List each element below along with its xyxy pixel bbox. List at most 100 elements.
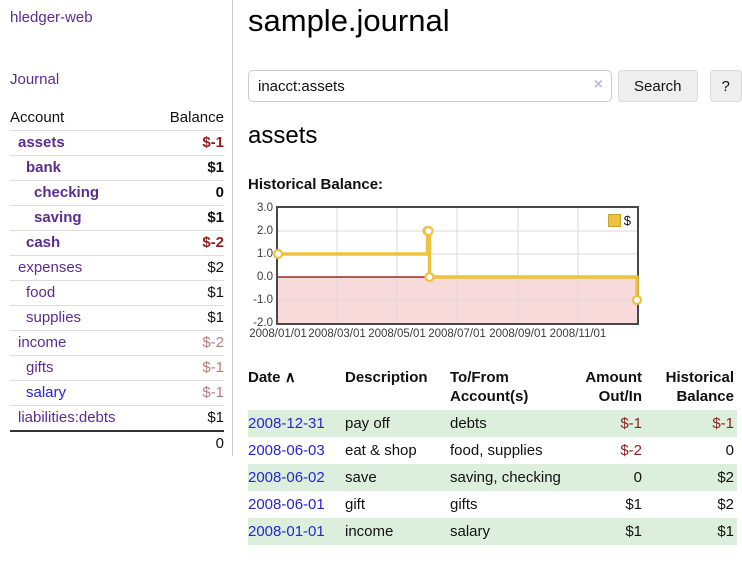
account-balance: $1 — [207, 309, 224, 326]
y-axis-tick-label: 1.0 — [257, 248, 273, 261]
transaction-balance: $1 — [717, 523, 734, 541]
sidebar-account-row: income $-2 — [10, 330, 224, 355]
register-row: 2008-01-01 income salary $1 $1 — [248, 518, 737, 546]
account-link[interactable]: supplies — [26, 309, 82, 326]
account-link[interactable]: gifts — [26, 359, 54, 376]
account-balance: 0 — [215, 184, 224, 201]
app-title-link[interactable]: hledger-web — [10, 9, 93, 26]
sidebar-account-row: liabilities:debts $1 — [10, 405, 224, 430]
account-balance: $-1 — [202, 134, 224, 151]
transaction-accounts: debts — [450, 415, 487, 433]
header-description: Description — [345, 369, 428, 387]
journal-link[interactable]: Journal — [10, 71, 60, 88]
transaction-balance: $-1 — [712, 415, 734, 433]
x-axis-tick-label: 2008/05/01 — [368, 328, 426, 341]
register-row: 2008-12-31 pay off debts $-1 $-1 — [248, 410, 737, 438]
account-link[interactable]: assets — [18, 134, 65, 151]
sidebar: hledger-web Journal Account Balance asse… — [0, 0, 233, 456]
account-balance: $-1 — [202, 384, 224, 401]
transaction-accounts: salary — [450, 523, 491, 541]
y-axis-tick-label: 0.0 — [257, 271, 273, 284]
header-balance: Historical Balance — [665, 369, 734, 406]
account-balance: $2 — [207, 259, 224, 276]
search-button[interactable]: Search — [618, 70, 698, 103]
account-column-header: Account — [10, 109, 65, 126]
accounts-total-row: 0 — [10, 430, 224, 456]
date-link[interactable]: 2008-06-03 — [248, 442, 325, 460]
page: hledger-web Journal Account Balance asse… — [0, 0, 742, 546]
account-heading: assets — [248, 122, 318, 150]
transaction-balance: $2 — [717, 469, 734, 487]
date-link[interactable]: 2008-06-02 — [248, 469, 325, 487]
main-content: sample.journal × Search ? assets Histori… — [233, 0, 742, 546]
sidebar-account-row: saving $1 — [10, 205, 224, 230]
sidebar-account-row: checking 0 — [10, 180, 224, 205]
sidebar-account-row: assets $-1 — [10, 130, 224, 155]
transaction-amount: $-1 — [620, 415, 642, 433]
x-axis-tick-label: 2008/07/01 — [428, 328, 486, 341]
historical-balance-chart: $ 3.0 2.0 1.0 0.0 -1.0 -2.0 2008/01/01 2008/03/… — [248, 202, 718, 344]
transaction-accounts: food, supplies — [450, 442, 543, 460]
account-balance: $1 — [207, 209, 224, 226]
transaction-balance: 0 — [725, 442, 734, 460]
transaction-amount: $1 — [625, 523, 642, 541]
transaction-amount: $-2 — [620, 442, 642, 460]
transaction-accounts: gifts — [450, 496, 478, 514]
account-link[interactable]: liabilities:debts — [18, 409, 116, 426]
account-balance: $-2 — [202, 234, 224, 251]
search-field-wrap: × — [248, 70, 612, 103]
account-link[interactable]: salary — [26, 384, 67, 401]
register-row: 2008-06-01 gift gifts $1 $2 — [248, 491, 737, 518]
transaction-accounts: saving, checking — [450, 469, 561, 487]
transaction-amount: 0 — [633, 469, 642, 487]
account-link[interactable]: saving — [34, 209, 82, 226]
clear-search-icon[interactable]: × — [593, 76, 603, 94]
account-link[interactable]: bank — [26, 159, 62, 176]
account-link[interactable]: income — [18, 334, 67, 351]
date-link[interactable]: 2008-06-01 — [248, 496, 325, 514]
sidebar-account-row: bank $1 — [10, 155, 224, 180]
account-balance: $1 — [207, 159, 224, 176]
chart-plot-area: $ — [272, 206, 643, 326]
register-table: Date ∧ Description To/From Account(s) Am… — [248, 364, 737, 546]
x-axis-tick-label: 2008/09/01 — [489, 328, 547, 341]
sidebar-account-row: food $1 — [10, 280, 224, 305]
header-date[interactable]: Date ∧ — [248, 369, 296, 387]
header-amount: Amount Out/In — [585, 369, 642, 406]
account-link[interactable]: cash — [26, 234, 61, 251]
y-axis-tick-label: 2.0 — [257, 225, 273, 238]
transaction-balance: $2 — [717, 496, 734, 514]
balance-column-header: Balance — [169, 109, 224, 126]
transaction-description: eat & shop — [345, 442, 417, 460]
date-link[interactable]: 2008-01-01 — [248, 523, 325, 541]
date-link[interactable]: 2008-12-31 — [248, 415, 325, 433]
search-input[interactable] — [248, 70, 612, 103]
legend-swatch-icon — [607, 214, 621, 228]
transaction-amount: $1 — [625, 496, 642, 514]
transaction-description: save — [345, 469, 377, 487]
sidebar-account-row: cash $-2 — [10, 230, 224, 255]
y-axis-tick-label: -1.0 — [253, 294, 273, 307]
y-axis-tick-label: -2.0 — [253, 317, 273, 330]
y-axis-tick-label: 3.0 — [257, 202, 273, 215]
transaction-description: pay off — [345, 415, 390, 433]
register-header-row: Date ∧ Description To/From Account(s) Am… — [248, 364, 737, 410]
x-axis-tick-label: 2008/11/01 — [549, 328, 607, 341]
sidebar-account-row: supplies $1 — [10, 305, 224, 330]
chart-title: Historical Balance: — [248, 176, 384, 194]
header-accounts: To/From Account(s) — [450, 369, 529, 406]
account-link[interactable]: food — [26, 284, 56, 301]
page-title: sample.journal — [248, 3, 450, 38]
account-link[interactable]: checking — [34, 184, 100, 201]
accounts-total-balance: 0 — [215, 435, 224, 452]
chart-legend: $ — [606, 212, 632, 230]
account-link[interactable]: expenses — [18, 259, 83, 276]
transaction-description: gift — [345, 496, 366, 514]
sort-asc-icon: ∧ — [284, 369, 296, 387]
account-balance: $-1 — [202, 359, 224, 376]
account-balance: $1 — [207, 409, 224, 426]
search-help-button[interactable]: ? — [709, 70, 742, 103]
x-axis-tick-label: 2008/03/01 — [308, 328, 366, 341]
account-balance: $-2 — [202, 334, 224, 351]
register-row: 2008-06-02 save saving, checking 0 $2 — [248, 464, 737, 492]
